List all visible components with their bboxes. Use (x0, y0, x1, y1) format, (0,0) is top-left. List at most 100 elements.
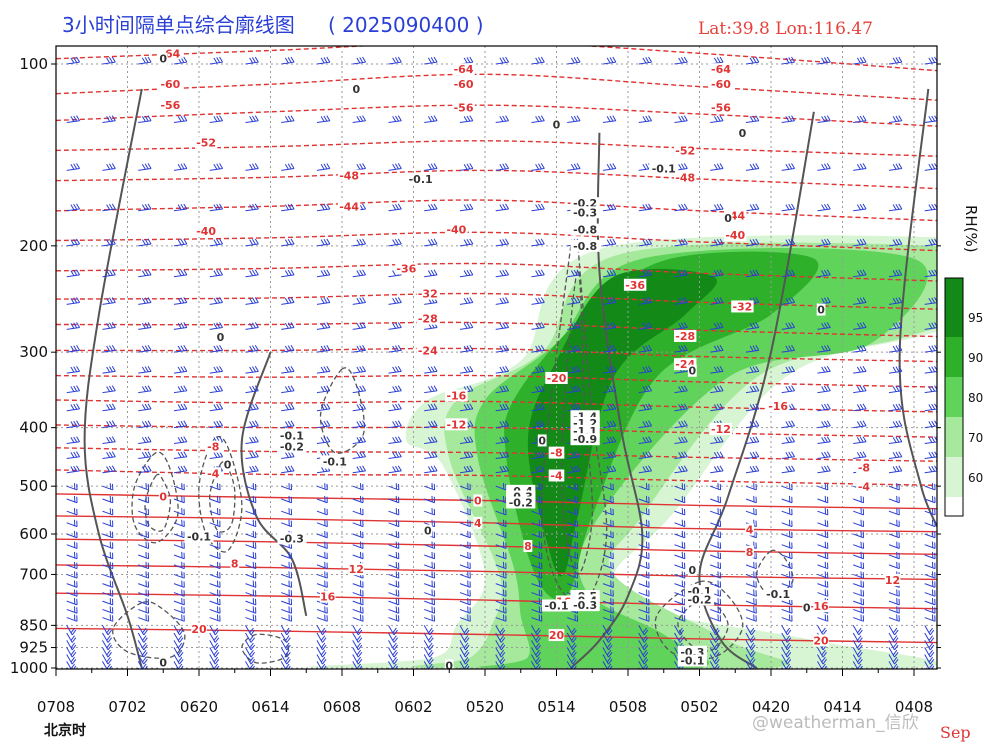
wind-barb-staff (674, 349, 688, 353)
wind-barb-staff (817, 390, 831, 394)
wind-barb-staff (66, 654, 73, 665)
wind-barb-staff (102, 625, 109, 636)
wind-barb (602, 238, 617, 247)
omega-contour-label: -0.9 (573, 433, 597, 446)
wind-barb-staff (102, 661, 108, 669)
wind-barb-staff (709, 647, 717, 658)
wind-barb (709, 647, 720, 658)
wind-barb (674, 598, 686, 606)
wind-barb-staff (638, 573, 650, 579)
wind-barb-feather (536, 629, 541, 636)
wind-barb (459, 580, 471, 588)
wind-barb-feather (751, 644, 756, 651)
wind-barb (924, 203, 937, 212)
wind-barb-feather (216, 322, 221, 329)
wind-barb-staff (316, 632, 323, 643)
wind-barb-feather (606, 635, 612, 641)
wind-barb (424, 551, 436, 560)
contour-label-bg (545, 371, 568, 384)
wind-barb-staff (209, 327, 223, 330)
wind-barb-feather (894, 651, 899, 658)
wind-barb-staff (817, 408, 831, 412)
wind-barb (602, 589, 614, 597)
wind-barb-feather (428, 663, 433, 669)
wind-barb-staff (352, 390, 366, 394)
wind-barb (817, 561, 829, 570)
wind-barb-feather (749, 627, 755, 634)
wind-barb-feather (862, 385, 867, 392)
omega-contour (241, 633, 290, 664)
wind-barb (66, 530, 78, 539)
wind-barb (245, 56, 259, 65)
wind-barb-staff (745, 425, 759, 429)
wind-barb-feather (645, 57, 650, 63)
wind-barb-staff (424, 408, 438, 412)
wind-barb-feather (612, 203, 617, 210)
wind-barb-feather (645, 345, 650, 352)
wind-barb (66, 541, 78, 549)
wind-barb (924, 436, 937, 445)
temperature-contour-label: -4 (550, 469, 563, 482)
wind-barb-staff (281, 61, 295, 65)
wind-barb-feather (645, 115, 650, 122)
omega-contour-label: 0 (445, 659, 453, 672)
wind-barb-staff (888, 510, 900, 516)
wind-barb-feather (177, 656, 183, 663)
wind-barb-staff (245, 390, 259, 394)
wind-barb-feather (73, 57, 78, 63)
wind-barb (388, 115, 402, 124)
wind-barb-feather (323, 57, 328, 63)
wind-barb (138, 238, 152, 247)
wind-barb (638, 403, 653, 412)
wind-barb (209, 297, 224, 305)
wind-barb-feather (749, 663, 755, 669)
wind-barb (888, 56, 903, 65)
wind-barb (138, 519, 150, 528)
wind-barb (745, 589, 757, 597)
wind-barb-staff (674, 522, 685, 528)
wind-barb (817, 451, 831, 460)
wind-barb-staff (209, 120, 223, 124)
wind-barb (602, 614, 614, 622)
wind-barb-feather (791, 203, 796, 210)
wind-barb-feather (144, 115, 149, 122)
wind-barb-feather (323, 366, 328, 373)
wind-barb (852, 647, 863, 658)
wind-barb (352, 589, 364, 597)
wind-barb (817, 571, 829, 579)
wind-barb (245, 495, 257, 504)
wind-barb-staff (817, 564, 828, 570)
wind-barb (566, 625, 577, 636)
wind-barb-feather (142, 642, 147, 649)
wind-barb-staff (817, 485, 828, 491)
wind-barb (710, 203, 724, 212)
contour-label-bg (570, 206, 600, 219)
wind-barb (352, 625, 363, 636)
wind-barb-feather (535, 421, 540, 427)
wind-barb-feather (714, 663, 719, 669)
wind-barb-feather (540, 403, 545, 410)
wind-barb-feather (144, 269, 149, 276)
wind-barb (638, 322, 653, 330)
wind-barb-feather (681, 57, 685, 63)
wind-barb-feather (287, 385, 292, 392)
wind-barb-feather (749, 322, 754, 329)
wind-barb (567, 465, 581, 474)
wind-barb-feather (499, 239, 504, 246)
wind-barb-feather (144, 203, 149, 210)
wind-barb (352, 322, 367, 330)
wind-barb-staff (745, 408, 759, 412)
x-axis-label: 北京时 (44, 722, 86, 739)
wind-barb-staff (316, 349, 330, 353)
wind-barb-staff (781, 61, 795, 65)
wind-barb (280, 654, 291, 665)
wind-barb-feather (570, 466, 575, 472)
wind-barb (423, 654, 434, 665)
wind-barb (888, 654, 899, 665)
wind-barb (710, 322, 724, 330)
wind-barb-staff (459, 408, 473, 412)
wind-barb-feather (320, 322, 325, 329)
wind-barb (745, 385, 760, 394)
wind-barb-feather (393, 671, 397, 676)
wind-barb-feather (895, 163, 900, 170)
